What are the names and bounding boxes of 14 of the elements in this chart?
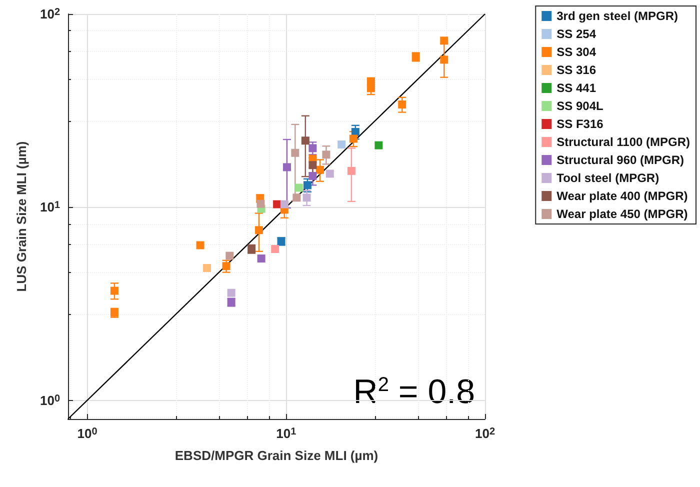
legend-label: Tool steel (MPGR) [556, 171, 660, 185]
y-axis-title: LUS Grain Size MLI (µm) [14, 141, 29, 292]
legend-label: Structural 1100 (MPGR) [556, 135, 690, 149]
legend-label: SS 316 [556, 63, 596, 77]
legend-label: SS 304 [556, 45, 596, 59]
legend-label: Wear plate 450 (MPGR) [556, 207, 688, 221]
legend-label: SS 441 [556, 81, 596, 95]
x-axis-title: EBSD/MPGR Grain Size MLI (µm) [174, 448, 378, 463]
legend-label: Wear plate 400 (MPGR) [556, 189, 688, 203]
legend-label: Structural 960 (MPGR) [556, 153, 684, 167]
legend-label: SS 904L [556, 99, 604, 113]
legend-label: SS 254 [556, 27, 596, 41]
legend-label: SS F316 [556, 117, 604, 131]
legend-label: 3rd gen steel (MPGR) [556, 9, 678, 23]
